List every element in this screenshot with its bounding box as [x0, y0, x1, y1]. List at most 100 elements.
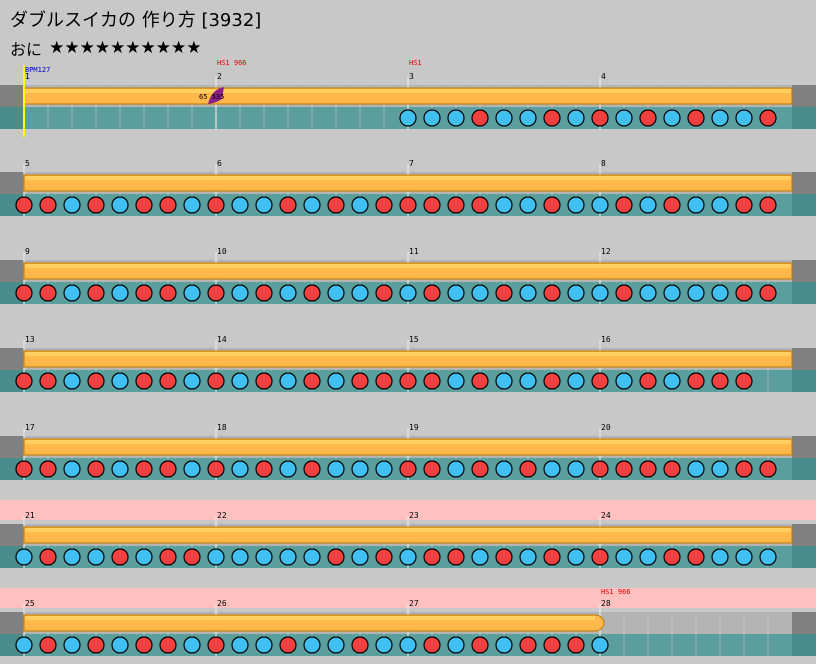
bar-number: 13: [25, 335, 35, 344]
bar-number: 27: [409, 599, 419, 608]
ka-note: [615, 372, 633, 390]
don-note: [39, 636, 57, 654]
ka-note: [231, 460, 249, 478]
don-note: [639, 109, 657, 127]
ka-note: [519, 284, 537, 302]
don-note: [495, 284, 513, 302]
ka-note: [255, 548, 273, 566]
don-note: [423, 284, 441, 302]
bar-number: 6: [217, 159, 222, 168]
ka-note: [495, 372, 513, 390]
don-note: [423, 548, 441, 566]
bar-number: 16: [601, 335, 611, 344]
ka-note: [519, 196, 537, 214]
bar-number: 15: [409, 335, 419, 344]
bar-number: 20: [601, 423, 611, 432]
don-note: [207, 460, 225, 478]
don-note: [663, 460, 681, 478]
ka-note: [687, 460, 705, 478]
ka-note: [279, 460, 297, 478]
bar-number: 1: [25, 72, 30, 81]
don-note: [663, 196, 681, 214]
ka-note: [279, 284, 297, 302]
scroll-speed-label: HS1: [409, 59, 422, 67]
bar-number: 23: [409, 511, 419, 520]
ka-note: [399, 636, 417, 654]
ka-note: [183, 460, 201, 478]
bar-number: 9: [25, 247, 30, 256]
ka-note: [15, 548, 33, 566]
don-note: [255, 460, 273, 478]
don-note: [39, 460, 57, 478]
don-note: [39, 548, 57, 566]
don-note: [615, 196, 633, 214]
ka-note: [711, 460, 729, 478]
don-note: [663, 548, 681, 566]
ka-note: [231, 548, 249, 566]
ka-note: [207, 548, 225, 566]
bar-number: 21: [25, 511, 35, 520]
roll-highlight: [25, 352, 791, 356]
ka-note: [567, 284, 585, 302]
ka-note: [663, 284, 681, 302]
ka-note: [231, 372, 249, 390]
don-note: [423, 372, 441, 390]
roll-highlight: [25, 176, 791, 180]
ka-note: [615, 109, 633, 127]
don-note: [687, 372, 705, 390]
don-note: [15, 460, 33, 478]
bar-number: 26: [217, 599, 227, 608]
ka-note: [63, 284, 81, 302]
ka-note: [375, 636, 393, 654]
don-note: [87, 196, 105, 214]
don-note: [39, 196, 57, 214]
course-line: おに ★★★★★★★★★★: [10, 36, 202, 59]
ka-note: [351, 548, 369, 566]
ka-note: [447, 372, 465, 390]
bar-number: 14: [217, 335, 227, 344]
ka-note: [351, 196, 369, 214]
don-note: [135, 196, 153, 214]
bar-number: 19: [409, 423, 419, 432]
ka-note: [591, 284, 609, 302]
roll-count: 65 535: [199, 93, 224, 101]
don-note: [207, 372, 225, 390]
ka-note: [399, 109, 417, 127]
ka-note: [495, 636, 513, 654]
roll-highlight: [25, 616, 595, 620]
bar-number: 2: [217, 72, 222, 81]
ka-note: [663, 109, 681, 127]
don-note: [207, 196, 225, 214]
don-note: [327, 548, 345, 566]
ka-note: [687, 284, 705, 302]
don-note: [39, 284, 57, 302]
bar-number: 10: [217, 247, 227, 256]
ka-note: [447, 460, 465, 478]
don-note: [567, 636, 585, 654]
don-note: [135, 636, 153, 654]
don-note: [303, 460, 321, 478]
don-note: [543, 548, 561, 566]
don-note: [615, 460, 633, 478]
don-note: [759, 460, 777, 478]
ka-note: [183, 284, 201, 302]
ka-note: [15, 636, 33, 654]
ka-note: [447, 284, 465, 302]
ka-note: [327, 372, 345, 390]
ka-note: [279, 372, 297, 390]
ka-note: [327, 284, 345, 302]
don-note: [15, 196, 33, 214]
ka-note: [231, 284, 249, 302]
don-note: [159, 460, 177, 478]
don-note: [543, 636, 561, 654]
don-note: [135, 372, 153, 390]
don-note: [687, 548, 705, 566]
bar-number: 5: [25, 159, 30, 168]
ka-note: [639, 196, 657, 214]
don-note: [351, 372, 369, 390]
ka-note: [111, 460, 129, 478]
ka-note: [183, 196, 201, 214]
don-note: [471, 109, 489, 127]
don-note: [15, 284, 33, 302]
don-note: [591, 109, 609, 127]
